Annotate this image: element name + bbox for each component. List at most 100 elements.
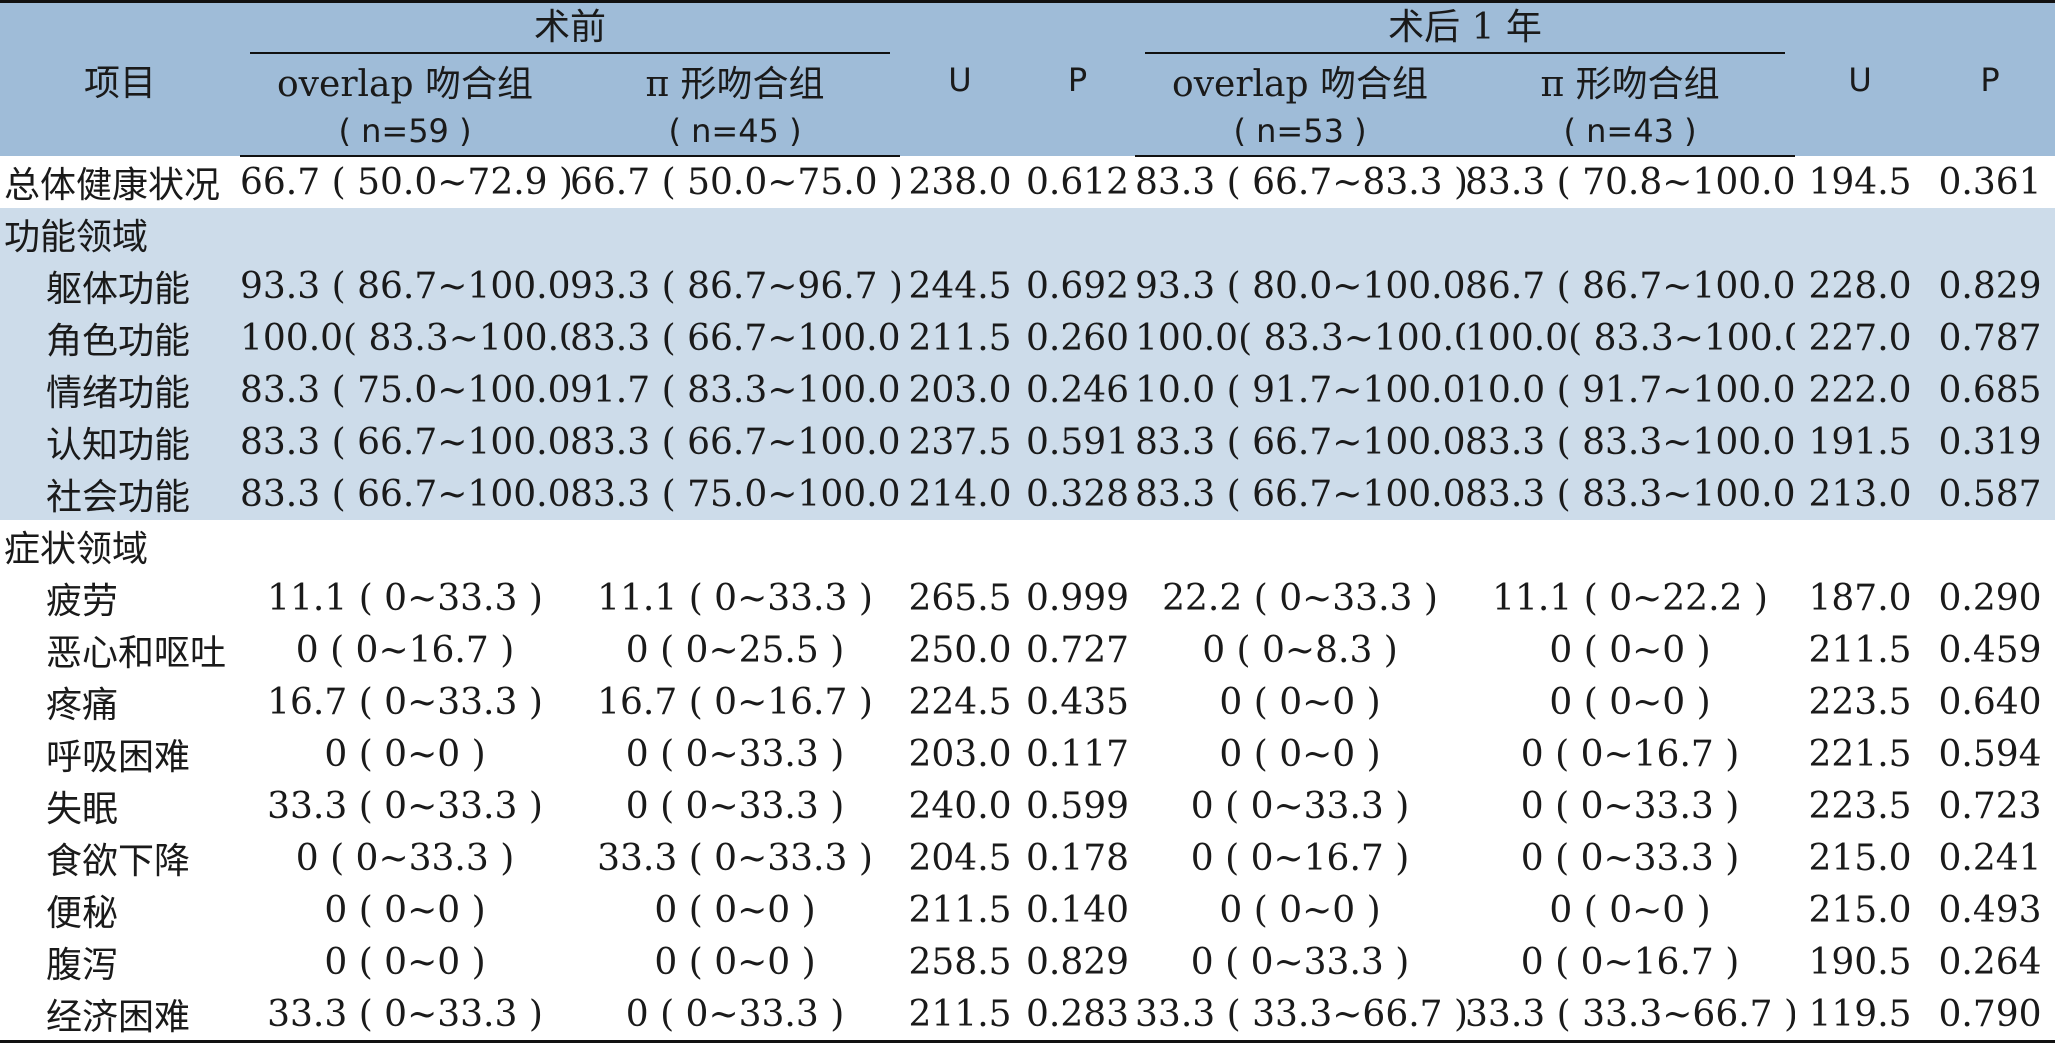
cell-pre-pi: 0 ( 0~33.3 ) (625, 785, 845, 827)
cell-pre-p: 0.435 (1025, 681, 1130, 723)
cell-post-pi: 0 ( 0~0 ) (1549, 889, 1711, 931)
row-label: 便秘 (46, 893, 119, 934)
cell-post-pi: 0 ( 0~16.7 ) (1520, 733, 1740, 775)
row-label: 腹泻 (46, 945, 119, 986)
post-op-header-cell: 术后 1 年 (1135, 0, 1796, 55)
table-row: 情绪功能 83.3 ( 75.0~100.0 ) 91.7 ( 83.3~100… (0, 364, 2055, 416)
row-label: 恶心和呕吐 (46, 633, 227, 674)
cell-pre-pi: 0 ( 0~25.5 ) (625, 629, 845, 671)
cell-pre-overlap: 33.3 ( 0~33.3 ) (267, 785, 543, 827)
cell-post-u: 191.5 (1808, 421, 1912, 463)
cell-pre-p: 0.612 (1025, 161, 1130, 203)
cell-pre-pi: 91.7 ( 83.3~100.0 ) (570, 369, 901, 411)
cell-pre-pi: 16.7 ( 0~16.7 ) (597, 681, 873, 723)
row-label: 躯体功能 (46, 269, 191, 310)
pre-overlap-n: ( n=59 ) (240, 107, 570, 157)
cell-post-pi: 10.0 ( 91.7~100.0 ) (1465, 369, 1796, 411)
cell-pre-pi: 83.3 ( 66.7~100.0 ) (570, 421, 901, 463)
cell-post-p: 0.493 (1938, 889, 2042, 931)
row-label: 经济困难 (0, 988, 240, 1043)
cell-post-u: 215.0 (1808, 889, 1912, 931)
table-row: 腹泻 0 ( 0~0 ) 0 ( 0~0 ) 258.5 0.829 0 ( 0… (0, 936, 2055, 988)
cell-post-u: 228.0 (1808, 265, 1912, 307)
cell-pre-u: 203.0 (908, 369, 1012, 411)
cell-post-pi: 0 ( 0~0 ) (1549, 629, 1711, 671)
cell-post-p: 0.723 (1938, 785, 2042, 827)
cell-pre-overlap: 93.3 ( 86.7~100.0 ) (240, 265, 570, 307)
row-label: 情绪功能 (46, 373, 191, 414)
cell-pre-overlap: 11.1 ( 0~33.3 ) (267, 577, 543, 619)
row-label: 社会功能 (46, 477, 191, 518)
cell-post-p: 0.459 (1938, 629, 2042, 671)
table-row: 疼痛 16.7 ( 0~33.3 ) 16.7 ( 0~16.7 ) 224.5… (0, 676, 2055, 728)
cell-pre-p: 0.829 (1025, 941, 1130, 983)
cell-pre-p: 0.260 (1025, 317, 1130, 359)
cell-pre-overlap: 33.3 ( 0~33.3 ) (240, 988, 570, 1043)
table-row: 躯体功能 93.3 ( 86.7~100.0 ) 93.3 ( 86.7~96.… (0, 260, 2055, 312)
cell-pre-u: 238.0 (908, 161, 1012, 203)
cell-post-overlap: 22.2 ( 0~33.3 ) (1162, 577, 1438, 619)
table-row: 失眠 33.3 ( 0~33.3 ) 0 ( 0~33.3 ) 240.0 0.… (0, 780, 2055, 832)
cell-post-overlap: 83.3 ( 66.7~83.3 ) (1135, 162, 1466, 203)
post-overlap-n: ( n=53 ) (1135, 107, 1466, 157)
table-row: 呼吸困难 0 ( 0~0 ) 0 ( 0~33.3 ) 203.0 0.117 … (0, 728, 2055, 780)
cell-post-u: 187.0 (1808, 577, 1912, 619)
cell-pre-u: 214.0 (908, 473, 1012, 515)
cell-pre-u: 211.5 (908, 889, 1012, 931)
cell-pre-p: 0.117 (1025, 733, 1130, 775)
cell-pre-u: 237.5 (908, 421, 1012, 463)
cell-pre-overlap: 0 ( 0~0 ) (324, 941, 486, 983)
cell-pre-pi: 66.7 ( 50.0~75.0 ) (570, 162, 901, 203)
cell-post-p: 0.685 (1938, 369, 2042, 411)
table-header: 项目 术前 U P 术后 1 年 U P overlap 吻合组 π 形吻合组 … (0, 0, 2055, 157)
cell-post-u: 227.0 (1808, 317, 1912, 359)
table-body: 总体健康状况 66.7 ( 50.0~72.9 ) 66.7 ( 50.0~75… (0, 156, 2055, 1043)
header-row-1: 项目 术前 U P 术后 1 年 U P (0, 0, 2055, 156)
pre-p-header: P (1020, 0, 1136, 156)
cell-pre-overlap: 0 ( 0~33.3 ) (295, 837, 515, 879)
cell-post-pi: 33.3 ( 33.3~66.7 ) (1465, 988, 1796, 1043)
section-label-function: 功能领域 (4, 217, 149, 258)
table-row: 疲劳 11.1 ( 0~33.3 ) 11.1 ( 0~33.3 ) 265.5… (0, 572, 2055, 624)
table-row: 恶心和呕吐 0 ( 0~16.7 ) 0 ( 0~25.5 ) 250.0 0.… (0, 624, 2055, 676)
table-row: 认知功能 83.3 ( 66.7~100.0 ) 83.3 ( 66.7~100… (0, 416, 2055, 468)
section-row-function: 功能领域 (0, 208, 2055, 260)
cell-pre-p: 0.999 (1025, 577, 1130, 619)
section-label-symptom: 症状领域 (4, 529, 149, 570)
cell-post-u: 222.0 (1808, 369, 1912, 411)
cell-pre-u: 265.5 (908, 577, 1012, 619)
cell-pre-u: 211.5 (900, 988, 1021, 1043)
cell-pre-pi: 83.3 ( 66.7~100.0 ) (570, 317, 901, 359)
cell-post-pi: 83.3 ( 83.3~100.0 ) (1465, 421, 1796, 463)
pre-u-header: U (900, 0, 1021, 156)
row-label: 呼吸困难 (46, 737, 191, 778)
cell-pre-p: 0.692 (1025, 265, 1130, 307)
cell-pre-pi: 83.3 ( 75.0~100.0 ) (570, 473, 901, 515)
post-op-title: 术后 1 年 (1145, 4, 1786, 54)
row-label: 失眠 (46, 789, 119, 830)
cell-pre-p: 0.328 (1025, 473, 1130, 515)
cell-post-p: 0.290 (1938, 577, 2042, 619)
cell-pre-p: 0.178 (1025, 837, 1130, 879)
cell-post-u: 223.5 (1808, 681, 1912, 723)
cell-post-overlap: 0 ( 0~16.7 ) (1190, 837, 1410, 879)
cell-post-pi: 0 ( 0~16.7 ) (1520, 941, 1740, 983)
row-label: 疼痛 (46, 685, 119, 726)
cell-pre-pi: 0 ( 0~0 ) (654, 941, 816, 983)
cell-post-p: 0.787 (1938, 317, 2042, 359)
cell-pre-u: 203.0 (908, 733, 1012, 775)
cell-pre-overlap: 0 ( 0~0 ) (324, 889, 486, 931)
cell-post-pi: 0 ( 0~33.3 ) (1520, 785, 1740, 827)
table-row: 社会功能 83.3 ( 66.7~100.0 ) 83.3 ( 75.0~100… (0, 468, 2055, 520)
cell-post-overlap: 0 ( 0~8.3 ) (1202, 629, 1398, 671)
cell-post-u: 223.5 (1808, 785, 1912, 827)
row-label: 总体健康状况 (4, 165, 221, 206)
cell-post-pi: 83.3 ( 83.3~100.0 ) (1465, 473, 1796, 515)
cell-pre-overlap: 0 ( 0~16.7 ) (295, 629, 515, 671)
table-row: 经济困难 33.3 ( 0~33.3 ) 0 ( 0~33.3 ) 211.5 … (0, 988, 2055, 1043)
cell-post-p: 0.319 (1938, 421, 2042, 463)
row-label: 食欲下降 (46, 841, 191, 882)
cell-post-overlap: 0 ( 0~0 ) (1219, 733, 1381, 775)
cell-post-overlap: 100.0( 83.3~100.0 ) (1135, 317, 1466, 359)
cell-post-pi: 0 ( 0~33.3 ) (1520, 837, 1740, 879)
